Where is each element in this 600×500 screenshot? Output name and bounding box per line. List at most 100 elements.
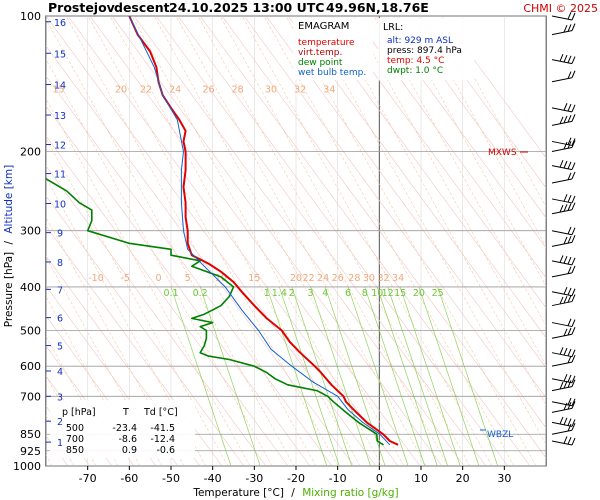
adiabat-label: 32 xyxy=(294,85,306,96)
adiabat-label: 24 xyxy=(169,85,181,96)
adiabat-label: 22 xyxy=(302,273,314,284)
legend-temperature: temperature xyxy=(298,38,355,48)
wind-barb-icon xyxy=(551,373,576,384)
moist-adiabat xyxy=(46,335,119,466)
dry-adiabat xyxy=(46,225,223,466)
moist-adiabat xyxy=(241,16,493,466)
mixing-ratio-line xyxy=(387,286,448,466)
adiabat-label: 34 xyxy=(323,85,335,96)
wind-barb-icon xyxy=(551,160,576,171)
adiabat-label: 32 xyxy=(377,273,389,284)
x-tick-label: -50 xyxy=(162,472,180,485)
dry-adiabat xyxy=(46,315,157,466)
y-axis-label-pressure: Pressure [hPa] xyxy=(3,252,15,327)
mixing-ratio-line xyxy=(266,286,328,466)
svg-text:-41.5: -41.5 xyxy=(150,423,175,434)
y-axis-label-altitude: Altitude [km] xyxy=(3,165,15,234)
adiabat-label: 5 xyxy=(185,273,191,284)
dry-adiabat xyxy=(46,195,245,466)
wind-barb-icon xyxy=(551,194,576,204)
legend-title: EMAGRAM xyxy=(298,21,349,32)
dry-adiabat xyxy=(177,16,509,466)
dry-adiabat xyxy=(265,16,546,399)
mixing-ratio-line xyxy=(310,286,371,466)
wbzl-label: WBZL xyxy=(487,430,513,440)
svg-text:500: 500 xyxy=(66,423,84,434)
svg-text:850: 850 xyxy=(66,445,84,456)
mixing-ratio-label: 1 xyxy=(264,288,270,299)
mixing-ratio-line xyxy=(376,286,438,466)
moist-adiabat xyxy=(329,16,546,406)
wind-barb-icon xyxy=(551,401,576,413)
adiabat-label: 15 xyxy=(52,85,64,96)
svg-text:-8.6: -8.6 xyxy=(118,434,137,445)
altitude-tick-label: 14 xyxy=(54,81,66,92)
moist-adiabat xyxy=(87,16,339,466)
adiabat-label: 0 xyxy=(155,273,161,284)
wind-barb-icon xyxy=(551,423,576,435)
lrl-box: LRL: alt: 929 m ASL press: 897.4 hPa tem… xyxy=(378,18,474,80)
wind-barb-icon xyxy=(551,137,576,146)
table-header-td: Td [°C] xyxy=(143,407,178,418)
header-station: Prostejov xyxy=(48,0,115,15)
table-header-t: T xyxy=(122,407,129,418)
dry-adiabat xyxy=(243,16,546,429)
y-axis-title: Pressure [hPa] / Altitude [km] xyxy=(3,165,15,327)
mixing-ratio-label: 15 xyxy=(394,288,406,299)
mixing-ratio-line xyxy=(437,286,498,466)
header-mode: descent xyxy=(114,0,170,15)
legend-virt-temp: virt.temp. xyxy=(298,48,342,58)
legend-box: EMAGRAM temperature virt.temp. dew point… xyxy=(293,18,373,80)
mixing-ratio-label: 10 xyxy=(371,288,383,299)
x-axis-label-sep: / xyxy=(291,487,295,499)
wind-barb-icon xyxy=(551,226,576,236)
mixing-ratio-line xyxy=(291,286,353,466)
moist-adiabat xyxy=(285,16,537,466)
wind-barb-icon xyxy=(551,347,576,358)
lrl-alt: alt: 929 m ASL xyxy=(387,36,453,46)
moist-adiabat xyxy=(417,16,546,248)
y-tick-label: 700 xyxy=(20,390,41,403)
dry-adiabat xyxy=(155,16,487,466)
series-line-dew-point xyxy=(46,178,384,446)
lrl-temp: temp: 4.5 °C xyxy=(387,56,444,66)
dry-adiabat xyxy=(309,16,546,339)
wind-barb-icon xyxy=(551,255,576,266)
svg-text:-23.4: -23.4 xyxy=(112,423,137,434)
y-tick-label: 200 xyxy=(20,145,41,158)
wind-barb-icon xyxy=(551,54,576,65)
dry-adiabat xyxy=(111,16,443,466)
dry-adiabat xyxy=(397,16,546,219)
x-tick-label: 0 xyxy=(376,472,383,485)
dry-adiabat xyxy=(199,16,531,466)
wind-barb-icon xyxy=(551,327,576,339)
wind-barb-icon xyxy=(551,103,576,113)
lrl-title: LRL: xyxy=(383,22,403,33)
x-tick-label: 20 xyxy=(456,472,470,485)
adiabat-label: 15 xyxy=(248,273,260,284)
moist-adiabat xyxy=(395,16,546,287)
x-tick-label: 30 xyxy=(497,472,511,485)
moist-adiabat xyxy=(175,16,427,466)
mixing-ratio-label: 20 xyxy=(413,288,425,299)
table-row: 850 0.9 -0.6 xyxy=(66,445,175,456)
mixing-ratio-label: 4 xyxy=(322,288,328,299)
moist-adiabat xyxy=(46,18,295,466)
table-row: 700 -8.6 -12.4 xyxy=(66,434,175,445)
moist-adiabat xyxy=(46,98,251,466)
x-tick-label: -60 xyxy=(120,472,138,485)
dry-adiabat xyxy=(0,16,2,466)
series-line-temperature xyxy=(128,16,399,446)
dry-adiabat xyxy=(375,16,546,249)
wind-barb-icon xyxy=(551,70,576,83)
legend-wet-bulb: wet bulb temp. xyxy=(298,68,366,78)
header-datetime: 24.10.2025 13:00 UTC xyxy=(169,0,324,15)
wind-barb-icon xyxy=(551,235,576,247)
moist-adiabat xyxy=(46,375,97,466)
series-line-wet-bulb-temp xyxy=(128,16,391,446)
mxws-label: MXWS xyxy=(488,148,517,158)
y-tick-label: 100 xyxy=(20,10,41,23)
wind-barb-icon xyxy=(551,397,576,407)
altitude-tick-label: 2 xyxy=(57,417,63,428)
